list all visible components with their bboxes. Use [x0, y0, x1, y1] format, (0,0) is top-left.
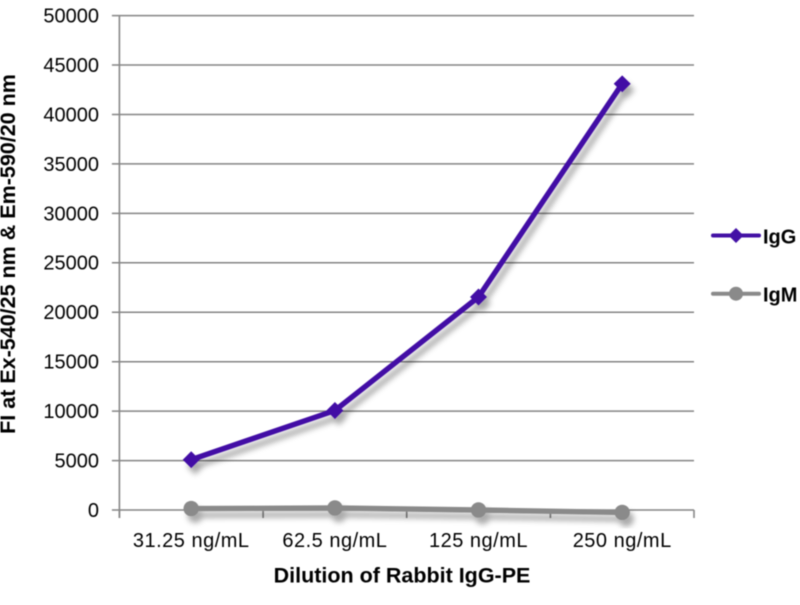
- svg-text:40000: 40000: [43, 104, 99, 126]
- svg-text:31.25 ng/mL: 31.25 ng/mL: [133, 530, 250, 552]
- svg-text:250 ng/mL: 250 ng/mL: [573, 530, 672, 552]
- svg-text:15000: 15000: [43, 352, 99, 374]
- svg-text:50000: 50000: [43, 6, 99, 28]
- svg-text:35000: 35000: [43, 154, 99, 176]
- svg-text:IgG: IgG: [763, 227, 796, 249]
- svg-text:25000: 25000: [43, 253, 99, 275]
- svg-text:Dilution of Rabbit IgG-PE: Dilution of Rabbit IgG-PE: [274, 564, 531, 588]
- svg-text:5000: 5000: [55, 451, 100, 473]
- svg-text:45000: 45000: [43, 55, 99, 77]
- svg-text:10000: 10000: [43, 401, 99, 423]
- svg-text:125 ng/mL: 125 ng/mL: [429, 530, 528, 552]
- svg-text:IgM: IgM: [763, 285, 797, 307]
- svg-text:20000: 20000: [43, 302, 99, 324]
- svg-text:62.5 ng/mL: 62.5 ng/mL: [282, 530, 387, 552]
- svg-text:0: 0: [88, 500, 99, 522]
- svg-text:FI at Ex-540/25 nm & Em-590/20: FI at Ex-540/25 nm & Em-590/20 nm: [0, 74, 20, 434]
- svg-text:30000: 30000: [43, 203, 99, 225]
